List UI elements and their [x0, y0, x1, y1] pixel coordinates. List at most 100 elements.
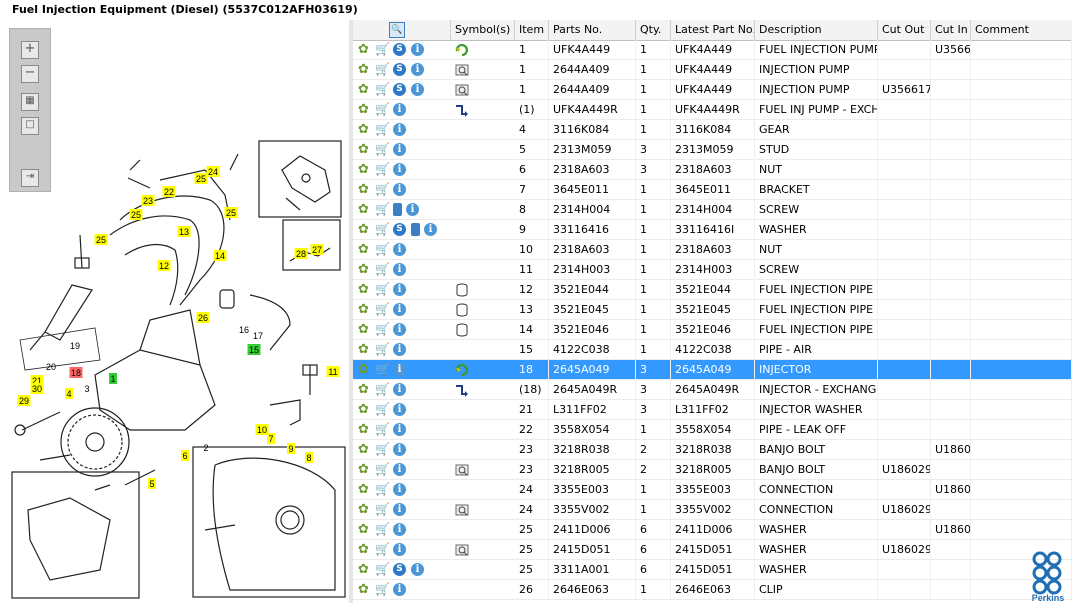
header-tools[interactable]: 🔍 — [353, 20, 451, 40]
diagram-pane[interactable]: + − ▦ □ ⇥ — [0, 20, 350, 603]
callout-13[interactable]: 13 — [177, 226, 191, 237]
add-to-cart-icon[interactable]: 🛒 — [375, 422, 390, 436]
service-icon[interactable]: S — [393, 223, 406, 236]
table-row[interactable]: ✿🛒i252411D00662411D006WASHERU18603 — [353, 520, 1072, 540]
callout-21[interactable]: 21 — [30, 375, 44, 386]
info-icon[interactable]: i — [393, 583, 406, 596]
callout-4[interactable]: 4 — [65, 388, 73, 399]
actual-size-button[interactable]: □ — [21, 117, 39, 135]
configure-icon[interactable]: ✿ — [358, 482, 369, 497]
table-row[interactable]: ✿ 🛒 i 6 2318A603 3 2318A603 NUT — [353, 160, 1072, 180]
configure-icon[interactable]: ✿ — [358, 222, 369, 237]
service-icon[interactable]: S — [393, 63, 406, 76]
add-to-cart-icon[interactable]: 🛒 — [375, 222, 390, 236]
info-icon[interactable]: i — [393, 423, 406, 436]
info-icon[interactable]: i — [393, 463, 406, 476]
callout-9[interactable]: 9 — [287, 443, 295, 454]
header-qty[interactable]: Qty. — [636, 20, 671, 40]
callout-10[interactable]: 10 — [255, 424, 269, 435]
zoom-in-button[interactable]: + — [21, 41, 39, 59]
add-to-cart-icon[interactable]: 🛒 — [375, 562, 390, 576]
configure-icon[interactable]: ✿ — [358, 382, 369, 397]
configure-icon[interactable]: ✿ — [358, 322, 369, 337]
configure-icon[interactable]: ✿ — [358, 82, 369, 97]
configure-icon[interactable]: ✿ — [358, 362, 369, 377]
header-cut-in[interactable]: Cut In — [931, 20, 971, 40]
callout-26[interactable]: 26 — [196, 312, 210, 323]
add-to-cart-icon[interactable]: 🛒 — [375, 482, 390, 496]
table-row[interactable]: ✿🛒i243355V00213355V002CONNECTIONU186029k — [353, 500, 1072, 520]
info-icon[interactable]: i — [411, 63, 424, 76]
exchange-icon[interactable] — [454, 362, 470, 378]
header-description[interactable]: Description — [755, 20, 878, 40]
view-image-icon[interactable] — [454, 542, 470, 558]
header-latest-part-no[interactable]: Latest Part No. — [671, 20, 755, 40]
add-to-cart-icon[interactable]: 🛒 — [375, 542, 390, 556]
add-to-cart-icon[interactable]: 🛒 — [375, 102, 390, 116]
configure-icon[interactable]: ✿ — [358, 562, 369, 577]
pipe-icon[interactable] — [454, 282, 470, 298]
callout-20[interactable]: 20 — [46, 362, 56, 372]
header-symbols[interactable]: Symbol(s) — [451, 20, 515, 40]
callout-16[interactable]: 16 — [239, 325, 249, 335]
info-icon[interactable]: i — [393, 543, 406, 556]
table-row[interactable]: ✿ 🛒 i (1) UFK4A449R 1 UFK4A449R FUEL INJ PUMP -… — [353, 100, 1072, 120]
configure-icon[interactable]: ✿ — [358, 62, 369, 77]
add-to-cart-icon[interactable]: 🛒 — [375, 362, 390, 376]
configure-icon[interactable]: ✿ — [358, 422, 369, 437]
manual-icon[interactable] — [393, 203, 402, 216]
callout-28[interactable]: 28 — [294, 248, 308, 259]
zoom-out-button[interactable]: − — [21, 65, 39, 83]
callout-30[interactable]: 30 — [30, 383, 44, 394]
table-row[interactable]: ✿ 🛒 i 10 2318A603 1 2318A603 NUT — [353, 240, 1072, 260]
add-to-cart-icon[interactable]: 🛒 — [375, 122, 390, 136]
info-icon[interactable]: i — [393, 523, 406, 536]
table-row[interactable]: ✿🛒i252415D05162415D051WASHERU186029k — [353, 540, 1072, 560]
configure-icon[interactable]: ✿ — [358, 202, 369, 217]
pipe-icon[interactable] — [454, 302, 470, 318]
service-icon[interactable]: S — [393, 83, 406, 96]
info-icon[interactable]: i — [393, 263, 406, 276]
configure-icon[interactable]: ✿ — [358, 462, 369, 477]
table-row[interactable]: ✿ 🛒 i 14 3521E046 1 3521E046 FUEL INJECTION PIP… — [353, 320, 1072, 340]
add-to-cart-icon[interactable]: 🛒 — [375, 142, 390, 156]
callout-25[interactable]: 25 — [194, 173, 208, 184]
add-to-cart-icon[interactable]: 🛒 — [375, 342, 390, 356]
service-icon[interactable]: S — [393, 43, 406, 56]
add-to-cart-icon[interactable]: 🛒 — [375, 202, 390, 216]
configure-icon[interactable]: ✿ — [358, 122, 369, 137]
add-to-cart-icon[interactable]: 🛒 — [375, 522, 390, 536]
info-icon[interactable]: i — [393, 183, 406, 196]
table-row[interactable]: ✿ 🛒 i 4 3116K084 1 3116K084 GEAR — [353, 120, 1072, 140]
header-parts-no[interactable]: Parts No. — [549, 20, 636, 40]
add-to-cart-icon[interactable]: 🛒 — [375, 382, 390, 396]
callout-22[interactable]: 22 — [162, 186, 176, 197]
fit-view-button[interactable]: ▦ — [21, 93, 39, 111]
callout-27[interactable]: 27 — [310, 244, 324, 255]
service-icon[interactable]: S — [393, 563, 406, 576]
callout-1[interactable]: 1 — [109, 373, 117, 384]
info-icon[interactable]: i — [393, 323, 406, 336]
add-to-cart-icon[interactable]: 🛒 — [375, 82, 390, 96]
table-row[interactable]: ✿🛒i243355E00313355E003CONNECTIONU18603 — [353, 480, 1072, 500]
configure-icon[interactable]: ✿ — [358, 342, 369, 357]
callout-7[interactable]: 7 — [267, 433, 275, 444]
table-row[interactable]: ✿ 🛒 i 7 3645E011 1 3645E011 BRACKET — [353, 180, 1072, 200]
info-icon[interactable]: i — [411, 83, 424, 96]
callout-6[interactable]: 6 — [181, 450, 189, 461]
info-icon[interactable]: i — [393, 483, 406, 496]
add-to-cart-icon[interactable]: 🛒 — [375, 582, 390, 596]
view-image-icon[interactable] — [454, 462, 470, 478]
view-image-icon[interactable] — [454, 82, 470, 98]
callout-11[interactable]: 11 — [326, 366, 340, 377]
add-to-cart-icon[interactable]: 🛒 — [375, 302, 390, 316]
info-icon[interactable]: i — [424, 223, 437, 236]
callout-14[interactable]: 14 — [213, 250, 227, 261]
callout-18[interactable]: 18 — [69, 367, 83, 378]
table-row[interactable]: ✿ 🛒 i 21 L311FF02 3 L311FF02 INJECTOR WASHER — [353, 400, 1072, 420]
